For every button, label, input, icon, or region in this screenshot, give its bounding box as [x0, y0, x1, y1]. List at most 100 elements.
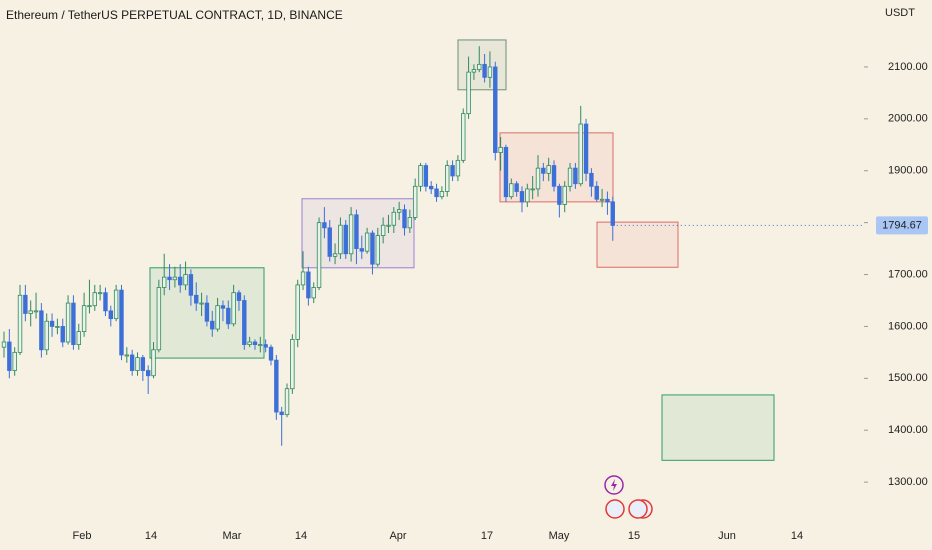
candle-body: [311, 287, 316, 299]
x-tick-label: May: [549, 530, 570, 542]
candle-body: [530, 188, 535, 191]
x-tick-label: 14: [145, 530, 157, 542]
candle-body: [76, 331, 81, 345]
candle-body: [28, 310, 33, 314]
candle-body: [573, 167, 578, 185]
candle-body: [290, 339, 295, 390]
candle-body: [97, 292, 103, 295]
candle-body: [594, 185, 599, 200]
candle-body: [322, 222, 327, 229]
candle-body: [7, 341, 12, 371]
x-tick-label: Jun: [718, 530, 736, 542]
candle-body: [172, 276, 178, 281]
candle-body: [375, 235, 380, 265]
candle-body: [551, 165, 557, 187]
candle-body: [364, 232, 370, 252]
candle-body: [65, 302, 71, 343]
candle-body: [605, 198, 610, 203]
candle-body: [194, 294, 199, 304]
candle-body: [434, 188, 439, 198]
candle-body: [204, 302, 210, 322]
candle-body: [471, 69, 477, 73]
x-tick-label: 15: [628, 530, 640, 542]
candle-body: [589, 172, 594, 187]
candle-body: [247, 341, 252, 345]
candle-body: [284, 388, 290, 416]
candle-body: [306, 271, 311, 299]
candle-body: [12, 351, 17, 371]
candle-body: [316, 222, 322, 288]
candle-body: [359, 248, 364, 252]
candle-body: [300, 271, 306, 286]
candle-body: [220, 305, 226, 309]
candle-body: [178, 276, 183, 286]
candle-body: [407, 217, 413, 229]
candle-body: [332, 253, 338, 257]
candle-body: [546, 165, 551, 174]
candle-body: [49, 320, 55, 327]
candle-body: [23, 294, 28, 314]
zone: [457, 39, 507, 91]
candle-body: [461, 113, 466, 161]
y-tick-label: 1600.00: [888, 320, 928, 332]
last-price-label: 1794.67: [882, 219, 922, 231]
chart-title: Ethereum / TetherUS PERPETUAL CONTRACT, …: [6, 8, 343, 22]
candle-body: [258, 344, 263, 346]
candle-body: [455, 159, 461, 177]
x-tick-label: 17: [481, 530, 493, 542]
x-tick-label: 14: [295, 530, 307, 542]
event-icon[interactable]: [628, 499, 648, 519]
candle-body: [167, 276, 172, 281]
candle-body: [17, 294, 23, 353]
candle-body: [145, 370, 151, 377]
candle-body: [354, 214, 359, 249]
y-tick-label: 1300.00: [888, 476, 928, 488]
candle-body: [135, 357, 140, 371]
candle-body: [188, 274, 194, 296]
y-tick-label: 1400.00: [888, 424, 928, 436]
candle-body: [55, 326, 60, 328]
y-tick-label: 1900.00: [888, 165, 928, 177]
candle-body: [482, 63, 487, 78]
event-icon-glyph: [611, 479, 617, 491]
x-tick-label: Feb: [73, 530, 92, 542]
candle-body: [477, 63, 482, 70]
candle-body: [514, 183, 519, 192]
candle-body: [231, 292, 236, 325]
candle-body: [562, 185, 567, 205]
candle-body: [268, 346, 274, 361]
zone: [661, 394, 775, 461]
candle-body: [445, 165, 450, 192]
candle-body: [210, 320, 215, 330]
event-icon[interactable]: [605, 499, 625, 519]
candle-body: [140, 357, 146, 371]
candle-body: [279, 411, 284, 416]
candle-body: [92, 292, 97, 307]
candle-body: [493, 66, 498, 153]
candle-body: [327, 227, 332, 257]
y-tick-label: 2100.00: [888, 61, 928, 73]
candle-body: [71, 302, 76, 345]
candle-body: [60, 326, 65, 343]
candle-body: [503, 146, 509, 198]
event-icons[interactable]: [604, 475, 653, 519]
candle-body: [370, 232, 375, 265]
candle-body: [535, 167, 541, 190]
candle-body: [578, 123, 583, 185]
candle-body: [119, 289, 124, 356]
candle-body: [418, 165, 423, 187]
candle-body: [439, 191, 445, 198]
candle-body: [215, 305, 220, 330]
candle-body: [423, 165, 429, 187]
candle-body: [343, 224, 348, 255]
candle-body: [44, 320, 49, 351]
candle-body: [236, 292, 242, 301]
candle-body: [124, 354, 130, 357]
candle-body: [567, 167, 573, 187]
candle-body: [226, 307, 231, 325]
candle-body: [402, 209, 407, 229]
candle-body: [396, 209, 402, 213]
candle-body: [151, 349, 156, 377]
